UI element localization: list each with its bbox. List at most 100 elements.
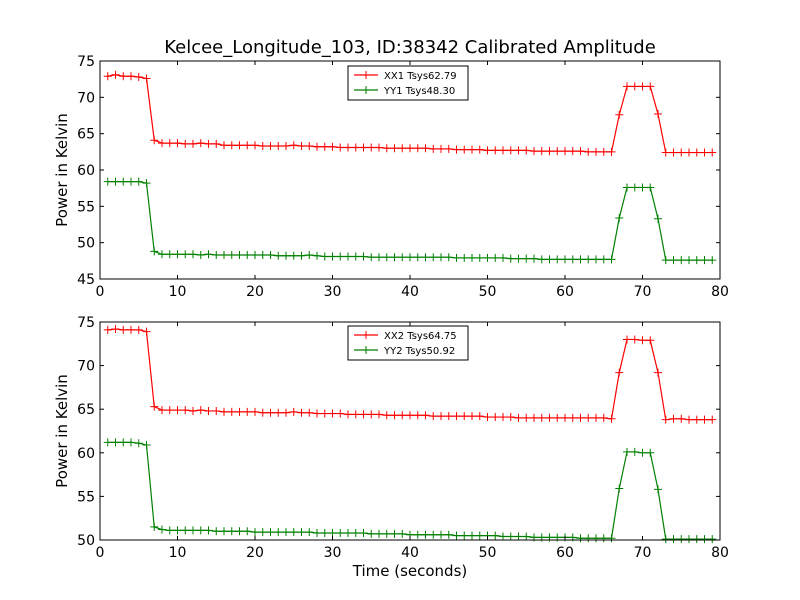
y-tick-label: 70	[77, 90, 95, 106]
data-point-marker	[421, 253, 430, 262]
series-xx-group	[103, 70, 717, 157]
data-point-marker	[599, 147, 608, 156]
data-point-marker	[134, 72, 143, 81]
data-point-marker	[212, 139, 221, 148]
data-point-marker	[437, 253, 445, 262]
data-point-marker	[297, 142, 306, 151]
data-point-marker	[514, 532, 523, 541]
data-point-marker	[413, 530, 422, 539]
data-point-marker	[289, 528, 298, 537]
data-point-marker	[367, 143, 376, 152]
data-point-marker	[173, 526, 182, 535]
legend-label: XX1 Tsys62.79	[384, 71, 457, 82]
data-point-marker	[134, 439, 143, 448]
data-point-marker	[150, 522, 159, 531]
chart-title: Kelcee_Longitude_103, ID:38342 Calibrate…	[164, 37, 656, 58]
data-point-marker	[189, 526, 197, 535]
y-tick-label: 65	[77, 127, 95, 143]
data-point-marker	[398, 253, 407, 262]
data-point-marker	[584, 147, 593, 156]
series-yy-group	[103, 177, 717, 265]
data-point-marker	[553, 147, 562, 156]
data-point-marker	[212, 251, 221, 260]
data-point-marker	[514, 254, 523, 263]
data-point-marker	[165, 406, 174, 415]
data-point-marker	[654, 485, 662, 494]
data-point-marker	[592, 147, 600, 156]
data-point-marker	[692, 415, 701, 424]
data-point-marker	[708, 415, 717, 424]
x-tick-label: 10	[169, 545, 187, 561]
data-point-marker	[375, 410, 383, 419]
data-point-marker	[669, 148, 678, 157]
data-point-marker	[576, 413, 585, 422]
data-point-marker	[328, 529, 337, 538]
data-point-marker	[677, 256, 686, 265]
data-point-marker	[258, 528, 267, 537]
y-tick-label: 70	[77, 359, 95, 375]
data-point-marker	[607, 534, 616, 543]
data-point-marker	[607, 255, 616, 264]
data-point-marker	[220, 251, 228, 260]
data-point-marker	[173, 250, 182, 259]
legend-marker	[362, 331, 370, 339]
data-point-marker	[437, 144, 445, 153]
data-point-marker	[305, 142, 314, 151]
y-tick-label: 55	[77, 199, 95, 215]
data-point-marker	[119, 438, 128, 447]
data-point-marker	[158, 406, 166, 415]
data-point-marker	[514, 413, 523, 422]
legend-label: XX2 Tsys64.75	[384, 331, 457, 342]
y-tick-label: 75	[77, 315, 95, 331]
data-point-marker	[499, 532, 507, 541]
data-point-marker	[251, 141, 259, 150]
data-point-marker	[429, 412, 438, 421]
data-point-marker	[220, 141, 228, 150]
data-point-marker	[142, 440, 151, 449]
data-point-marker	[429, 530, 438, 539]
data-point-marker	[460, 412, 469, 421]
data-point-marker	[708, 256, 717, 265]
data-point-marker	[351, 410, 360, 419]
data-point-marker	[506, 254, 515, 263]
data-point-marker	[367, 410, 376, 419]
x-tick-label: 80	[711, 284, 729, 300]
data-point-marker	[630, 335, 639, 344]
data-point-marker	[522, 413, 531, 422]
data-point-marker	[274, 408, 283, 417]
data-point-marker	[251, 407, 259, 416]
data-point-marker	[390, 411, 399, 420]
data-point-marker	[615, 368, 624, 377]
data-point-marker	[545, 147, 554, 156]
data-point-marker	[468, 253, 476, 262]
x-tick-label: 30	[324, 545, 342, 561]
data-point-marker	[119, 325, 128, 334]
data-point-marker	[452, 531, 461, 540]
x-axis-label: Time (seconds)	[352, 562, 468, 580]
x-tick-label: 30	[324, 284, 342, 300]
data-point-marker	[336, 409, 345, 418]
data-point-marker	[630, 183, 639, 192]
data-point-marker	[615, 110, 624, 119]
data-point-marker	[576, 147, 585, 156]
data-point-marker	[165, 526, 174, 535]
data-point-marker	[328, 142, 337, 151]
data-point-marker	[181, 139, 190, 148]
data-point-marker	[158, 139, 166, 148]
data-point-marker	[661, 415, 670, 424]
y-axis-label: Power in Kelvin	[53, 374, 71, 488]
data-point-marker	[382, 253, 391, 262]
data-point-marker	[646, 183, 655, 192]
data-point-marker	[677, 414, 686, 423]
data-point-marker	[328, 252, 337, 261]
x-tick-label: 60	[556, 284, 574, 300]
data-point-marker	[165, 250, 174, 259]
data-point-marker	[576, 534, 585, 543]
data-point-marker	[150, 136, 159, 145]
data-point-marker	[708, 148, 717, 157]
data-point-marker	[344, 143, 352, 152]
data-point-marker	[235, 251, 244, 260]
data-point-marker	[351, 529, 360, 538]
data-point-marker	[406, 411, 414, 420]
data-point-marker	[685, 256, 693, 265]
